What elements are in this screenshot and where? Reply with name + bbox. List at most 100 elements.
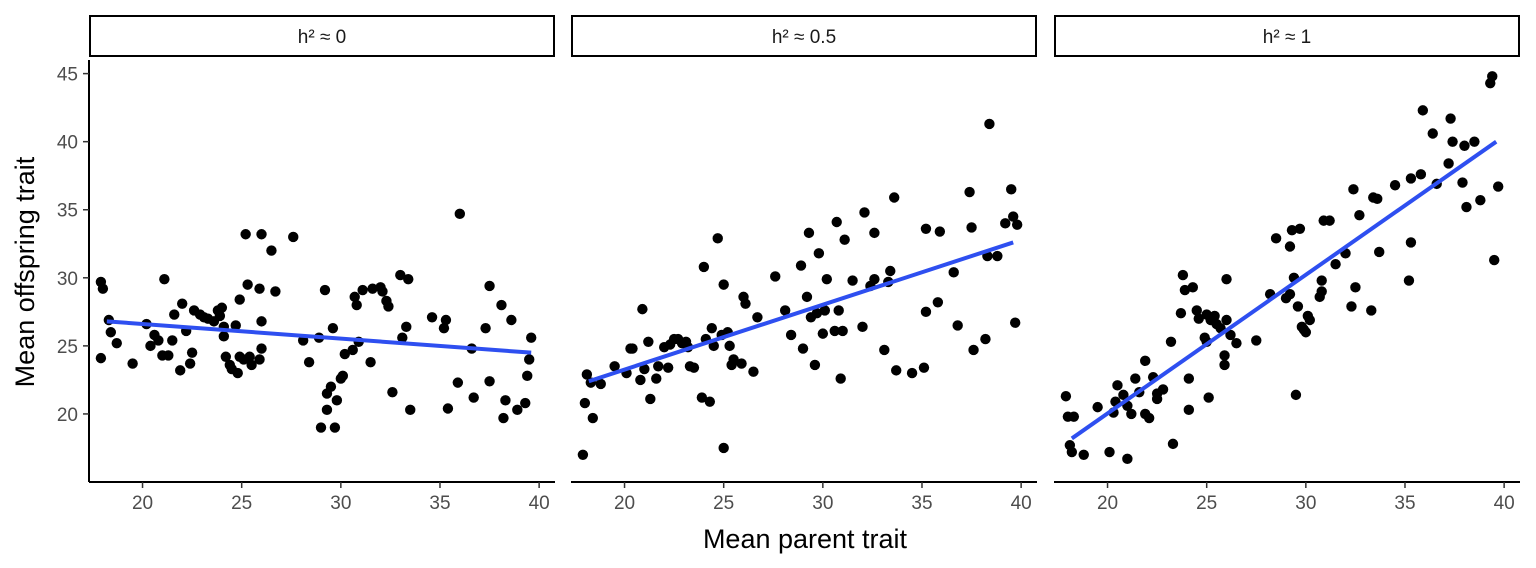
x-tick-label: 25 bbox=[713, 493, 734, 514]
data-point bbox=[1112, 380, 1123, 391]
data-point bbox=[829, 325, 840, 337]
data-point bbox=[240, 229, 251, 240]
data-point bbox=[216, 302, 228, 313]
data-point bbox=[1417, 105, 1429, 116]
x-tick-label: 20 bbox=[132, 493, 153, 514]
data-point bbox=[736, 358, 747, 369]
data-point bbox=[1469, 136, 1480, 147]
data-point bbox=[889, 192, 900, 203]
data-point bbox=[1221, 314, 1232, 326]
data-point bbox=[1461, 201, 1472, 213]
data-point bbox=[256, 316, 267, 327]
data-point bbox=[337, 370, 349, 382]
data-point bbox=[803, 227, 815, 239]
data-point bbox=[1118, 389, 1129, 401]
data-point bbox=[329, 422, 341, 433]
data-point bbox=[498, 412, 509, 424]
data-point bbox=[175, 365, 186, 376]
data-point bbox=[643, 336, 654, 347]
data-point bbox=[270, 286, 281, 297]
data-point bbox=[105, 327, 117, 338]
data-point bbox=[383, 301, 394, 312]
data-point bbox=[952, 320, 963, 331]
x-tick-label: 30 bbox=[812, 493, 833, 514]
data-point bbox=[1219, 359, 1230, 371]
data-point bbox=[438, 322, 450, 334]
data-point bbox=[526, 332, 537, 343]
data-point bbox=[387, 386, 398, 398]
data-point bbox=[167, 335, 178, 346]
data-point bbox=[752, 312, 763, 323]
data-point bbox=[879, 344, 890, 356]
data-point bbox=[770, 271, 781, 282]
data-point bbox=[1445, 113, 1456, 124]
facet-panel: h² ≈ 0.5 20 25 30 35 40 bbox=[571, 15, 1037, 514]
data-point bbox=[484, 280, 495, 292]
data-point bbox=[891, 365, 902, 376]
data-point bbox=[740, 298, 751, 309]
x-tick-label: 25 bbox=[231, 493, 252, 514]
data-point bbox=[1350, 282, 1361, 293]
data-point bbox=[331, 395, 343, 406]
data-point bbox=[581, 369, 593, 380]
data-point bbox=[1130, 373, 1141, 384]
data-point bbox=[1389, 180, 1401, 191]
data-point bbox=[696, 392, 708, 403]
data-point bbox=[1427, 128, 1438, 139]
data-point bbox=[186, 347, 198, 358]
data-point bbox=[785, 329, 797, 341]
data-point bbox=[718, 279, 729, 290]
data-point bbox=[153, 335, 164, 346]
data-point bbox=[645, 393, 656, 405]
data-point bbox=[500, 395, 511, 406]
y-tick-label: 45 bbox=[57, 65, 78, 86]
data-point bbox=[442, 403, 454, 414]
data-point bbox=[145, 340, 156, 352]
data-point bbox=[1183, 373, 1195, 384]
data-point bbox=[918, 362, 930, 373]
data-point bbox=[266, 245, 277, 256]
data-point bbox=[577, 449, 589, 460]
data-point bbox=[1006, 184, 1017, 195]
data-point bbox=[1011, 219, 1023, 230]
facet-strip-label: h² ≈ 0 bbox=[298, 27, 346, 48]
data-point bbox=[811, 308, 823, 319]
data-point bbox=[401, 321, 412, 333]
data-point bbox=[1177, 269, 1189, 281]
data-point bbox=[1300, 327, 1312, 338]
data-point bbox=[688, 362, 700, 373]
data-point bbox=[831, 216, 842, 228]
data-point bbox=[288, 231, 299, 243]
y-tick-label: 20 bbox=[57, 405, 78, 426]
data-point bbox=[932, 297, 944, 308]
data-point bbox=[698, 261, 710, 273]
data-point bbox=[522, 370, 533, 382]
data-point bbox=[357, 284, 368, 296]
data-point bbox=[426, 312, 438, 323]
x-tick-label: 40 bbox=[529, 493, 550, 514]
data-point bbox=[303, 357, 315, 368]
data-point bbox=[177, 298, 188, 309]
data-point bbox=[454, 208, 466, 220]
data-point bbox=[992, 250, 1003, 262]
facet-strip-label: h² ≈ 0.5 bbox=[772, 27, 836, 48]
data-point bbox=[712, 233, 723, 244]
data-point bbox=[1066, 446, 1078, 458]
data-point bbox=[484, 376, 495, 387]
data-point bbox=[1316, 286, 1327, 297]
data-point bbox=[1165, 336, 1177, 347]
data-point bbox=[984, 118, 995, 130]
data-point bbox=[1221, 273, 1232, 285]
data-point bbox=[1489, 254, 1500, 266]
data-point bbox=[254, 283, 265, 294]
data-point bbox=[1286, 224, 1298, 236]
x-tick-label: 30 bbox=[330, 493, 351, 514]
data-point bbox=[184, 358, 196, 369]
data-point bbox=[1175, 308, 1187, 319]
data-point bbox=[1405, 237, 1417, 248]
data-point bbox=[403, 273, 414, 285]
data-point bbox=[1157, 384, 1169, 395]
data-point bbox=[1231, 337, 1242, 349]
data-point bbox=[653, 361, 664, 372]
